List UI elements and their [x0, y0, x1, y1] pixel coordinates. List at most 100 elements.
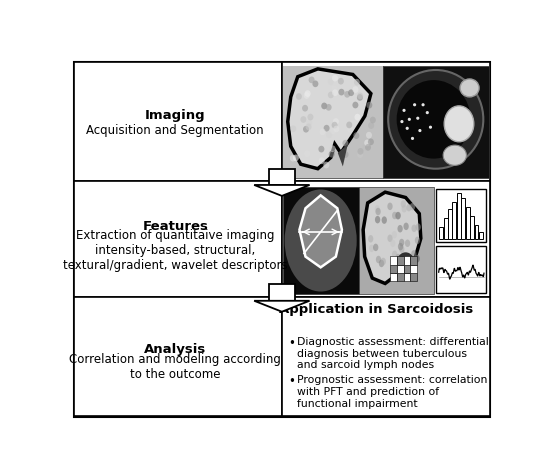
Bar — [439, 227, 443, 238]
Ellipse shape — [343, 151, 349, 158]
Text: Acquisition and Segmentation: Acquisition and Segmentation — [86, 124, 264, 137]
Ellipse shape — [290, 155, 296, 162]
Ellipse shape — [368, 139, 374, 145]
Ellipse shape — [370, 117, 376, 123]
Ellipse shape — [411, 225, 417, 232]
Ellipse shape — [368, 122, 374, 129]
Ellipse shape — [305, 90, 311, 97]
Polygon shape — [254, 185, 310, 196]
Ellipse shape — [400, 200, 406, 208]
Ellipse shape — [333, 125, 339, 132]
Ellipse shape — [406, 204, 411, 211]
Ellipse shape — [365, 144, 371, 151]
Ellipse shape — [332, 122, 338, 129]
Bar — [453, 202, 456, 238]
Ellipse shape — [323, 162, 329, 168]
Ellipse shape — [353, 86, 359, 93]
Ellipse shape — [400, 120, 404, 123]
Ellipse shape — [309, 77, 315, 83]
Bar — [283, 65, 383, 178]
Text: Imaging: Imaging — [145, 108, 206, 122]
Bar — [461, 198, 465, 238]
Ellipse shape — [405, 127, 409, 130]
Ellipse shape — [392, 212, 397, 219]
Bar — [479, 232, 483, 238]
Ellipse shape — [362, 144, 368, 151]
Ellipse shape — [399, 245, 404, 253]
Bar — [466, 207, 470, 238]
Ellipse shape — [387, 202, 393, 210]
Ellipse shape — [415, 236, 420, 244]
Ellipse shape — [376, 256, 381, 263]
Text: Analysis: Analysis — [144, 343, 206, 357]
Ellipse shape — [397, 259, 403, 266]
Ellipse shape — [444, 106, 474, 142]
Bar — [74, 62, 282, 181]
Bar — [404, 256, 410, 264]
Text: Diagnostic assessment: differential
diagnosis between tuberculous
and sarcoid ly: Diagnostic assessment: differential diag… — [297, 337, 488, 370]
Ellipse shape — [328, 92, 334, 98]
Ellipse shape — [402, 205, 407, 212]
Ellipse shape — [390, 239, 395, 247]
Ellipse shape — [392, 231, 397, 238]
Text: Extraction of quantitaive imaging
intensity-based, structural,
textural/gradient: Extraction of quantitaive imaging intens… — [63, 229, 288, 272]
Ellipse shape — [379, 260, 384, 267]
Bar — [410, 264, 417, 273]
Bar — [448, 209, 452, 238]
Ellipse shape — [326, 104, 332, 111]
Text: Features: Features — [142, 219, 208, 233]
Ellipse shape — [426, 111, 429, 114]
Ellipse shape — [329, 151, 335, 158]
Bar — [404, 264, 410, 273]
Ellipse shape — [429, 126, 432, 129]
Ellipse shape — [304, 150, 310, 157]
Bar — [390, 264, 397, 273]
Ellipse shape — [293, 155, 299, 161]
Bar — [383, 65, 488, 178]
Ellipse shape — [398, 225, 403, 232]
Ellipse shape — [387, 235, 393, 242]
Bar — [404, 273, 410, 281]
Ellipse shape — [318, 146, 324, 152]
Ellipse shape — [419, 129, 421, 132]
Ellipse shape — [392, 251, 397, 258]
Bar — [269, 168, 295, 185]
Ellipse shape — [323, 125, 329, 131]
Ellipse shape — [375, 205, 380, 213]
Ellipse shape — [366, 132, 372, 139]
Bar — [436, 246, 487, 293]
Ellipse shape — [302, 105, 308, 112]
Ellipse shape — [290, 125, 296, 132]
Ellipse shape — [395, 212, 400, 219]
Ellipse shape — [394, 263, 399, 270]
Text: •: • — [288, 337, 295, 350]
Polygon shape — [288, 69, 371, 169]
Ellipse shape — [382, 216, 387, 224]
Bar — [269, 284, 295, 301]
Ellipse shape — [413, 103, 416, 106]
Bar — [390, 273, 397, 281]
Bar — [74, 181, 282, 297]
Bar — [283, 187, 359, 294]
Ellipse shape — [376, 208, 381, 215]
Ellipse shape — [296, 93, 302, 100]
Ellipse shape — [375, 216, 380, 223]
Ellipse shape — [357, 93, 363, 99]
Ellipse shape — [312, 80, 318, 87]
Bar — [457, 193, 461, 238]
Ellipse shape — [373, 244, 378, 251]
Ellipse shape — [330, 127, 336, 134]
Ellipse shape — [357, 94, 363, 101]
Ellipse shape — [396, 252, 415, 276]
Ellipse shape — [403, 109, 405, 112]
Ellipse shape — [410, 203, 415, 210]
Bar — [397, 256, 404, 264]
Ellipse shape — [353, 102, 359, 108]
Ellipse shape — [416, 223, 421, 231]
Polygon shape — [254, 301, 310, 312]
Ellipse shape — [318, 158, 324, 164]
Text: Prognostic assessment: correlation
with PFT and prediction of
functional impairm: Prognostic assessment: correlation with … — [297, 376, 487, 409]
Ellipse shape — [284, 190, 357, 291]
Ellipse shape — [460, 79, 479, 97]
Bar — [436, 189, 487, 242]
